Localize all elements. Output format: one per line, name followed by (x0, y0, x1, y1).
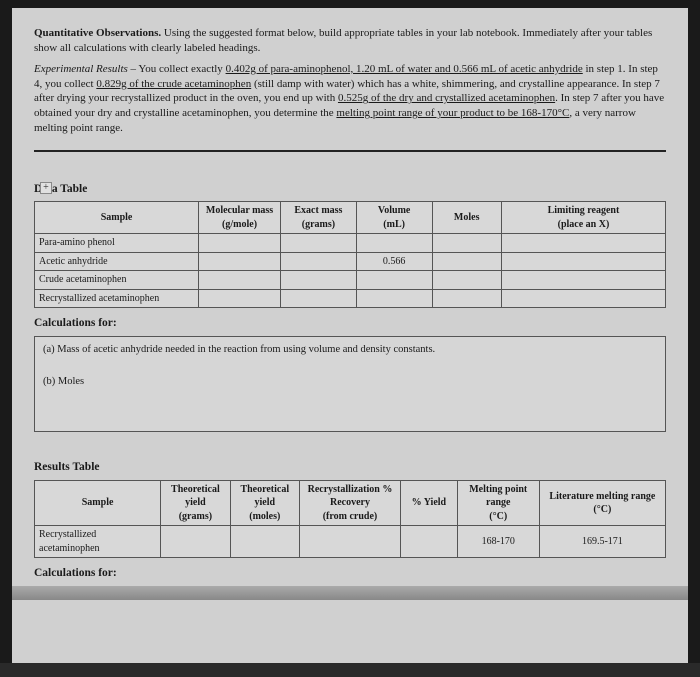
calc-b: (b) Moles (43, 375, 657, 389)
cell-sample: Para-amino phenol (35, 234, 199, 253)
cell (432, 289, 501, 308)
cell (356, 271, 432, 290)
cell (161, 526, 230, 558)
cell (281, 234, 357, 253)
cell (501, 252, 665, 271)
cell (199, 252, 281, 271)
calc-a: (a) Mass of acetic anhydride needed in t… (43, 343, 657, 357)
intro-paragraph-2: Experimental Results – You collect exact… (34, 62, 666, 136)
cell (501, 289, 665, 308)
cell-sample: Crude acetaminophen (35, 271, 199, 290)
document-page: Quantitative Observations. Using the sug… (12, 8, 688, 663)
cell (199, 271, 281, 290)
table-row: Recrystallized acetaminophen 168-170 169… (35, 526, 666, 558)
cell (432, 234, 501, 253)
table-row: Acetic anhydride 0.566 (35, 252, 666, 271)
expand-icon[interactable]: + (40, 182, 52, 194)
footer-calc-title: Calculations for: (34, 566, 666, 582)
cell (281, 289, 357, 308)
heading-exp-results: Experimental Results (34, 63, 128, 75)
underline-4: melting point range of your product to b… (336, 107, 569, 119)
monitor-frame: Quantitative Observations. Using the sug… (0, 0, 700, 663)
col-sample: Sample (35, 480, 161, 526)
cell-sample: Acetic anhydride (35, 252, 199, 271)
cell (432, 252, 501, 271)
cell (300, 526, 401, 558)
cell (230, 526, 299, 558)
table-row: Para-amino phenol (35, 234, 666, 253)
cell-mp: 168-170 (457, 526, 539, 558)
col-tyield-g: Theoretical yield(grams) (161, 480, 230, 526)
col-recovery: Recrystallization % Recovery(from crude) (300, 480, 401, 526)
table-header-row: Sample Theoretical yield(grams) Theoreti… (35, 480, 666, 526)
underline-2: 0.829g of the crude acetaminophen (96, 78, 251, 90)
cell (501, 271, 665, 290)
calculations-title: Calculations for: (34, 316, 666, 332)
cell-lit: 169.5-171 (539, 526, 665, 558)
results-table-title: Results Table (34, 460, 666, 476)
intro-paragraph-1: Quantitative Observations. Using the sug… (34, 26, 666, 56)
col-litmelt: Literature melting range(°C) (539, 480, 665, 526)
col-sample: Sample (35, 202, 199, 234)
table-row: Recrystallized acetaminophen (35, 289, 666, 308)
table-row: Crude acetaminophen (35, 271, 666, 290)
underline-1: 0.402g of para-aminophenol, 1.20 mL of w… (226, 63, 583, 75)
col-pyield: % Yield (400, 480, 457, 526)
section-divider (34, 150, 666, 152)
cell (400, 526, 457, 558)
heading-quant-obs: Quantitative Observations. (34, 27, 161, 39)
cell-sample: Recrystallized acetaminophen (35, 289, 199, 308)
col-limiting: Limiting reagent(place an X) (501, 202, 665, 234)
col-exactmass: Exact mass(grams) (281, 202, 357, 234)
cell (199, 234, 281, 253)
results-table: Sample Theoretical yield(grams) Theoreti… (34, 480, 666, 559)
cell (501, 234, 665, 253)
cell-volume: 0.566 (356, 252, 432, 271)
cell (432, 271, 501, 290)
cell (199, 289, 281, 308)
col-molmass: Molecular mass(g/mole) (199, 202, 281, 234)
col-volume: Volume(mL) (356, 202, 432, 234)
col-tyield-m: Theoretical yield(moles) (230, 480, 299, 526)
col-moles: Moles (432, 202, 501, 234)
data-table-title: Data Table (34, 182, 666, 198)
data-table: Sample Molecular mass(g/mole) Exact mass… (34, 201, 666, 308)
cell (281, 271, 357, 290)
cell (356, 234, 432, 253)
col-meltpoint: Melting point range(°C) (457, 480, 539, 526)
calculations-box: (a) Mass of acetic anhydride needed in t… (34, 336, 666, 432)
cell (281, 252, 357, 271)
cell (356, 289, 432, 308)
underline-3: 0.525g of the dry and crystallized aceta… (338, 92, 555, 104)
table-header-row: Sample Molecular mass(g/mole) Exact mass… (35, 202, 666, 234)
cell-sample: Recrystallized acetaminophen (35, 526, 161, 558)
intro-text-2a: – You collect exactly (128, 63, 226, 75)
page-shadow (12, 586, 688, 600)
